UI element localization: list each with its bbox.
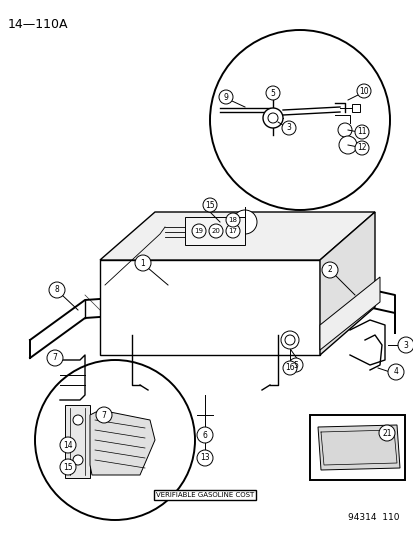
Circle shape (225, 224, 240, 238)
Text: 94314  110: 94314 110 (348, 513, 399, 522)
Circle shape (338, 136, 356, 154)
Text: 15: 15 (205, 200, 214, 209)
Circle shape (321, 262, 337, 278)
Text: 5: 5 (293, 360, 298, 369)
Circle shape (337, 123, 351, 137)
Text: 10: 10 (358, 86, 368, 95)
Polygon shape (90, 410, 154, 475)
Text: 6: 6 (202, 431, 207, 440)
Circle shape (209, 224, 223, 238)
Circle shape (192, 224, 206, 238)
Circle shape (60, 437, 76, 453)
Polygon shape (319, 277, 379, 350)
Text: 12: 12 (356, 143, 366, 152)
Circle shape (225, 213, 240, 227)
Text: 8: 8 (55, 286, 59, 295)
Circle shape (282, 361, 296, 375)
Text: VERIFIABLE GASOLINE COST: VERIFIABLE GASOLINE COST (156, 492, 254, 498)
Circle shape (354, 141, 368, 155)
Polygon shape (317, 425, 399, 470)
Circle shape (387, 364, 403, 380)
Text: 1: 1 (140, 259, 145, 268)
Circle shape (267, 113, 277, 123)
Circle shape (197, 450, 212, 466)
Circle shape (135, 255, 151, 271)
Circle shape (284, 335, 294, 345)
Circle shape (218, 90, 233, 104)
Circle shape (47, 350, 63, 366)
Circle shape (266, 86, 279, 100)
Circle shape (35, 360, 195, 520)
Circle shape (60, 459, 76, 475)
Circle shape (49, 282, 65, 298)
Text: 18: 18 (228, 217, 237, 223)
Circle shape (197, 427, 212, 443)
Text: 17: 17 (228, 228, 237, 234)
Circle shape (280, 331, 298, 349)
Polygon shape (100, 260, 319, 355)
Text: 2: 2 (327, 265, 332, 274)
Circle shape (356, 84, 370, 98)
Text: 21: 21 (381, 429, 391, 438)
Circle shape (202, 198, 216, 212)
Circle shape (96, 407, 112, 423)
Polygon shape (185, 217, 244, 245)
Text: 4: 4 (393, 367, 397, 376)
Polygon shape (319, 212, 374, 355)
Bar (309, 415, 404, 480)
Text: 7: 7 (101, 410, 106, 419)
Text: 16: 16 (285, 364, 294, 373)
Text: 13: 13 (200, 454, 209, 463)
Polygon shape (65, 405, 90, 478)
Text: 14: 14 (63, 440, 73, 449)
Text: 3: 3 (403, 341, 408, 350)
Circle shape (288, 358, 302, 372)
Circle shape (73, 415, 83, 425)
Polygon shape (100, 212, 374, 260)
Circle shape (378, 425, 394, 441)
Text: 20: 20 (211, 228, 220, 234)
Text: 3: 3 (286, 124, 291, 133)
Text: 5: 5 (270, 88, 275, 98)
Circle shape (281, 121, 295, 135)
Text: 7: 7 (52, 353, 57, 362)
Circle shape (233, 210, 256, 234)
Circle shape (262, 108, 282, 128)
Circle shape (397, 337, 413, 353)
Text: 11: 11 (356, 127, 366, 136)
Bar (351, 104, 359, 112)
Text: 15: 15 (63, 463, 73, 472)
Text: 9: 9 (223, 93, 228, 101)
Circle shape (354, 125, 368, 139)
Circle shape (73, 455, 83, 465)
Text: 19: 19 (194, 228, 203, 234)
Circle shape (209, 30, 389, 210)
Text: 14—110A: 14—110A (8, 18, 68, 31)
